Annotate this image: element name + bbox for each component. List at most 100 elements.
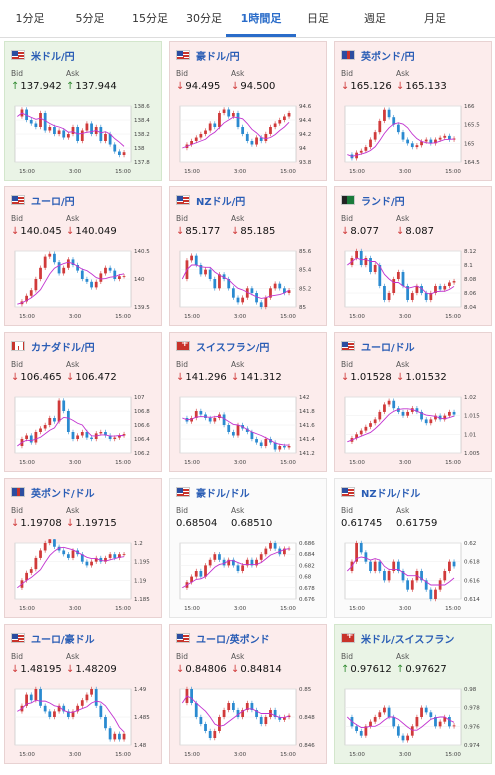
pair-name[interactable]: 豪ドル/円 [196,51,240,63]
currency-card[interactable]: 豪ドル/円 Bid Ask ↓94.495 ↓94.500 94.6 94.4 94… [169,41,327,181]
mini-chart[interactable]: 0.85 0.848 0.846 15:00 3:00 15:00 [176,685,322,759]
arrow-down-icon: ↓ [341,226,350,237]
candle-body [245,428,249,432]
currency-card[interactable]: 米ドル/円 Bid Ask ↑137.942 ↑137.944 138.6 138… [4,41,162,181]
bid-label: Bid [176,506,188,515]
candle-body [80,700,84,706]
candle-body [204,414,207,418]
pair-name[interactable]: 英ポンド/ドル [31,488,95,500]
pair-name[interactable]: スイスフラン/円 [196,342,270,354]
candle-body [287,290,291,293]
candle-body [420,411,423,420]
candle-body [85,432,89,438]
mini-chart[interactable]: 1.02 1.015 1.01 1.005 15:00 3:00 15:00 [341,393,487,467]
currency-card[interactable]: 英ポンド/ドル Bid Ask ↓1.19708 ↓1.19715 1.2 1.1… [4,478,162,618]
currency-card[interactable]: ユーロ/円 Bid Ask ↓140.045 ↓140.049 140.5 140… [4,186,162,326]
candle-body [66,711,70,717]
pair-name[interactable]: ランド/円 [361,196,405,208]
y-tick-label: 0.976 [464,724,480,730]
mini-chart[interactable]: 0.62 0.618 0.616 0.614 15:00 3:00 15:00 [341,539,487,613]
candle-body [383,404,386,412]
candle-body [283,446,286,448]
candle-body [443,415,447,420]
currency-card[interactable]: ユーロ/豪ドル Bid Ask ↓1.48195 ↓1.48209 1.49 1.… [4,624,162,764]
pair-name[interactable]: ユーロ/円 [31,196,75,208]
tab-15min[interactable]: 15分足 [132,12,168,25]
candle-body [194,255,198,265]
pair-name[interactable]: NZドル/ドル [361,488,421,500]
currency-card[interactable]: 英ポンド/円 Bid Ask ↓165.126 ↓165.133 166 165.… [334,41,492,181]
tab-monthly[interactable]: 月足 [424,12,446,25]
currency-card[interactable]: NZドル/円 Bid Ask ↓85.177 ↓85.185 85.6 85.4 8… [169,186,327,326]
mini-chart[interactable]: 107 106.8 106.6 106.4 106.2 15:00 3:00 15:00 [11,393,157,467]
ask-label: Ask [66,506,80,515]
mini-chart[interactable]: 140.5 140 139.5 15:00 3:00 15:00 [11,247,157,321]
bid-label: Bid [341,652,353,661]
candle-body [245,288,249,298]
mini-chart[interactable]: 0.98 0.978 0.976 0.974 15:00 3:00 15:00 [341,685,487,759]
tab-weekly[interactable]: 週足 [364,12,386,25]
mini-chart[interactable]: 138.6 138.4 138.2 138 137.8 15:00 3:00 15:00 [11,102,157,176]
tab-1min[interactable]: 1分足 [15,12,45,25]
candle-body [396,561,400,571]
candle-body [194,571,198,577]
candle-body [43,543,47,551]
y-tick-label: 138.4 [134,118,150,124]
y-tick-label: 94.4 [299,118,312,124]
pair-name[interactable]: 豪ドル/ドル [196,488,250,500]
tab-1hour[interactable]: 1時間足 [240,12,282,25]
mini-chart[interactable]: 94.6 94.4 94.2 94 93.8 15:00 3:00 15:00 [176,102,322,176]
candle-body [213,554,217,560]
arrow-up-icon: ↑ [341,664,350,675]
x-tick-label: 15:00 [349,606,365,612]
candle-body [222,559,226,566]
candle-body [190,141,193,145]
candle-body [199,134,203,138]
pair-name[interactable]: ユーロ/英ポンド [196,634,270,646]
tab-30min[interactable]: 30分足 [186,12,222,25]
candle-body [39,267,42,279]
currency-card[interactable]: 豪ドル/ドル Bid Ask 0.68504 0.68510 0.686 0.68… [169,478,327,618]
tab-daily[interactable]: 日足 [307,12,329,25]
candle-body [113,270,117,279]
pair-name[interactable]: ユーロ/ドル [361,342,415,354]
flag-icon [176,50,190,60]
currency-card[interactable]: スイスフラン/円 Bid Ask ↓141.296 ↓141.312 14214… [169,332,327,472]
currency-card[interactable]: ランド/円 Bid Ask ↓8.077 ↓8.087 8.12 8.1 8.08 8… [334,186,492,326]
currency-card[interactable]: 米ドル/スイスフラン Bid Ask ↑0.97612 ↑0.97627 0.9… [334,624,492,764]
candle-body [99,557,103,562]
moving-average-line [181,264,290,299]
y-tick-label: 137.8 [134,160,150,166]
pair-name[interactable]: 米ドル/円 [31,51,75,63]
mini-chart[interactable]: 142 141.8 141.6 141.4 141.2 15:00 3:00 15:00 [176,393,322,467]
candle-body [227,703,231,710]
candle-body [415,286,419,293]
mini-chart[interactable]: 1.49 1.485 1.48 15:00 3:00 15:00 [11,685,157,759]
currency-card[interactable]: カナダドル/円 Bid Ask ↓106.465 ↓106.472 107 106… [4,332,162,472]
currency-card[interactable]: NZドル/ドル Bid Ask 0.61745 0.61759 0.62 0.61… [334,478,492,618]
pair-name[interactable]: 米ドル/スイスフラン [361,634,455,646]
tab-5min[interactable]: 5分足 [75,12,105,25]
mini-chart[interactable]: 1.2 1.195 1.19 1.185 15:00 3:00 15:00 [11,539,157,613]
flag-icon [11,487,25,497]
mini-chart[interactable]: 8.12 8.1 8.08 8.06 8.04 15:00 3:00 15:00 [341,247,487,321]
mini-chart[interactable]: 0.686 0.684 0.682 0.68 0.678 0.676 15:00 3:00 15… [176,539,322,613]
candle-body [264,548,268,555]
candle-body [118,151,121,155]
bid-price: 94.495 [185,81,221,92]
mini-chart[interactable]: 85.6 85.4 85.2 85 15:00 3:00 15:00 [176,247,322,321]
pair-name[interactable]: ユーロ/豪ドル [31,634,95,646]
pair-name[interactable]: NZドル/円 [196,196,246,208]
arrow-down-icon: ↓ [176,226,185,237]
pair-name[interactable]: 英ポンド/円 [361,51,415,63]
moving-average-line [181,695,290,727]
pair-name[interactable]: カナダドル/円 [31,342,95,354]
currency-card[interactable]: ユーロ/ドル Bid Ask ↓1.01528 ↓1.01532 1.02 1.0… [334,332,492,472]
currency-card[interactable]: ユーロ/英ポンド Bid Ask ↓0.84806 ↓0.84814 0.85 0… [169,624,327,764]
ask-price: 0.68510 [231,518,273,529]
mini-chart[interactable]: 166 165.5 165 164.5 15:00 3:00 15:00 [341,102,487,176]
arrow-down-icon: ↓ [176,372,185,383]
candle-body [57,705,61,712]
